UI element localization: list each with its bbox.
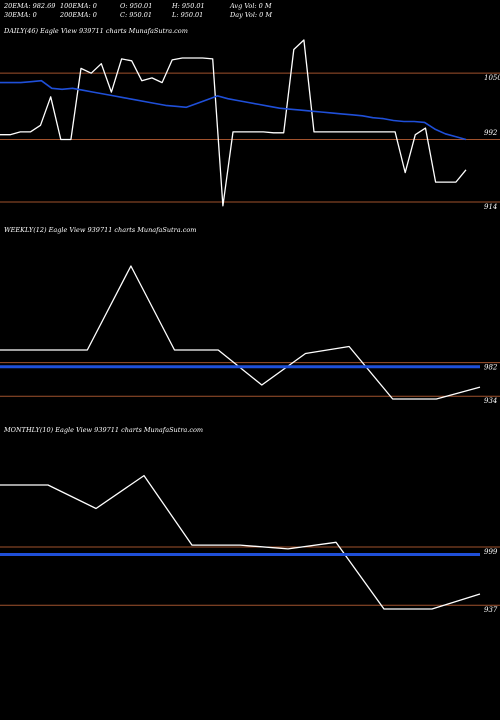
weekly-tick-label-0: 982 [484,364,498,372]
low-readout: L: 950.01 [172,11,204,19]
monthly-tick-label-1: 937 [484,606,498,614]
weekly-panel-title: WEEKLY(12) Eagle View 939711 charts Muna… [4,226,197,234]
monthly-price-line [0,474,481,610]
daily-tick-label-1: 992 [484,129,498,137]
daily-tick-label-0: 1050 [484,74,500,82]
close-readout: C: 950.01 [120,11,152,19]
ema100-readout: 100EMA: 0 [60,2,97,10]
monthly-tick-label-0: 999 [484,548,498,556]
daily-tick-label-2: 914 [484,203,497,211]
ema200-readout: 200EMA: 0 [60,11,97,19]
daily-panel-title: DAILY(46) Eagle View 939711 charts Munaf… [4,27,188,35]
monthly-panel-title: MONTHLY(10) Eagle View 939711 charts Mun… [4,426,204,434]
ema20-readout: 20EMA: 982.69 [4,2,56,10]
weekly-price-line [0,265,481,400]
weekly-tick-label-1: 934 [484,397,497,405]
high-readout: H: 950.01 [172,2,205,10]
daily-price-line [0,39,467,207]
open-readout: O: 950.01 [120,2,153,10]
day-volume-readout: Day Vol: 0 M [230,11,273,19]
avg-volume-readout: Avg Vol: 0 M [230,2,272,10]
daily-ema-line [0,79,467,141]
ema30-readout: 30EMA: 0 [4,11,37,19]
